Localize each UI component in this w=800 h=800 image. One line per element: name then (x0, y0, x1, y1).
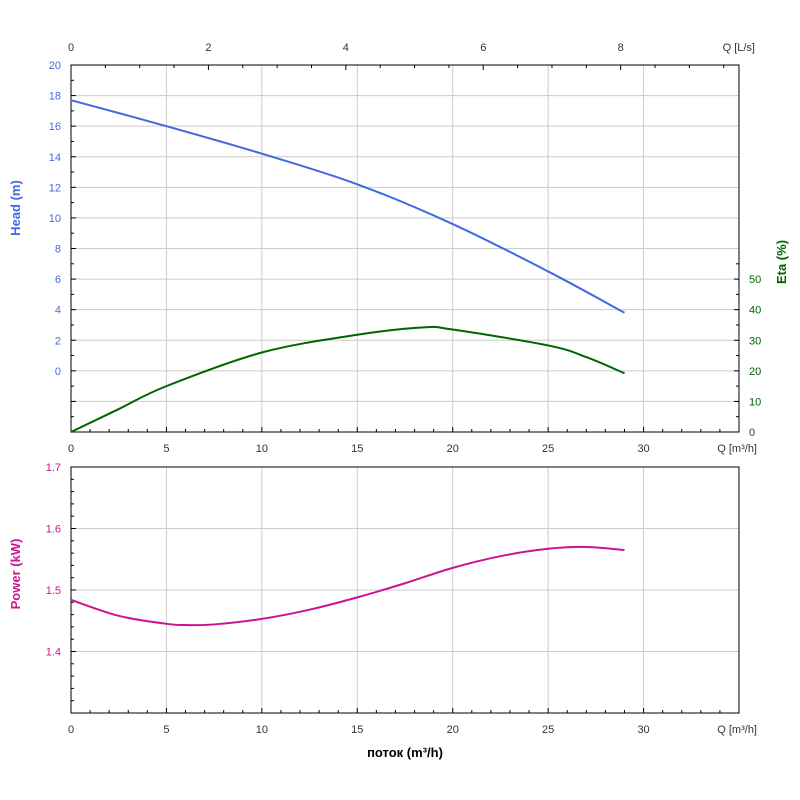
power-curve (70, 545, 625, 627)
y-left-tick-label: 8 (55, 244, 61, 256)
y-left-tick-label: 10 (49, 213, 61, 225)
y-left-tick-label: 20 (49, 60, 61, 72)
x-top-axis-unit-label: Q [L/s] (723, 42, 755, 54)
y-right-axis-title: Eta (%) (774, 240, 789, 284)
x-tick-label: 10 (256, 443, 268, 455)
x-tick-label: 0 (68, 724, 74, 736)
y-left-tick-label: 6 (55, 274, 61, 286)
y-right-tick-label: 10 (749, 396, 761, 408)
y-left-tick-label: 16 (49, 121, 61, 133)
x-top-tick-label: 8 (618, 42, 624, 54)
x-tick-label: 10 (256, 724, 268, 736)
y-left-tick-label: 2 (55, 335, 61, 347)
x-tick-label: 25 (542, 443, 554, 455)
x-tick-label: 15 (351, 724, 363, 736)
x-tick-label: 30 (637, 724, 649, 736)
y-left-tick-label: 1.5 (46, 585, 61, 597)
y-right-tick-label: 40 (749, 305, 761, 317)
x-tick-label: 25 (542, 724, 554, 736)
x-axis-unit-label: Q [m³/h] (717, 724, 757, 736)
y-left-tick-label: 12 (49, 182, 61, 194)
y-right-tick-label: 50 (749, 274, 761, 286)
x-tick-label: 20 (447, 724, 459, 736)
x-tick-label: 15 (351, 443, 363, 455)
x-tick-label: 5 (163, 443, 169, 455)
head-curve (70, 99, 625, 314)
y-left-tick-label: 1.4 (46, 647, 61, 659)
x-tick-label: 30 (637, 443, 649, 455)
x-axis-unit-label: Q [m³/h] (717, 443, 757, 455)
y-left-tick-label: 14 (49, 152, 61, 164)
x-tick-label: 0 (68, 443, 74, 455)
y-right-tick-label: 0 (749, 427, 755, 439)
x-tick-label: 5 (163, 724, 169, 736)
eta-curve (70, 325, 625, 433)
y-left-tick-label: 0 (55, 366, 61, 378)
y-left-tick-label: 18 (49, 91, 61, 103)
y-left-tick-label: 1.6 (46, 524, 61, 536)
y-left-tick-label: 1.7 (46, 462, 61, 474)
x-top-tick-label: 6 (480, 42, 486, 54)
x-axis-title: поток (m³/h) (367, 745, 443, 760)
x-tick-label: 20 (447, 443, 459, 455)
y-left-axis-title: Head (m) (8, 180, 23, 236)
x-top-tick-label: 2 (205, 42, 211, 54)
power-axis-title: Power (kW) (8, 539, 23, 610)
y-right-tick-label: 30 (749, 335, 761, 347)
y-left-tick-label: 4 (55, 305, 61, 317)
y-right-tick-label: 20 (749, 366, 761, 378)
x-top-tick-label: 0 (68, 42, 74, 54)
x-top-tick-label: 4 (343, 42, 349, 54)
